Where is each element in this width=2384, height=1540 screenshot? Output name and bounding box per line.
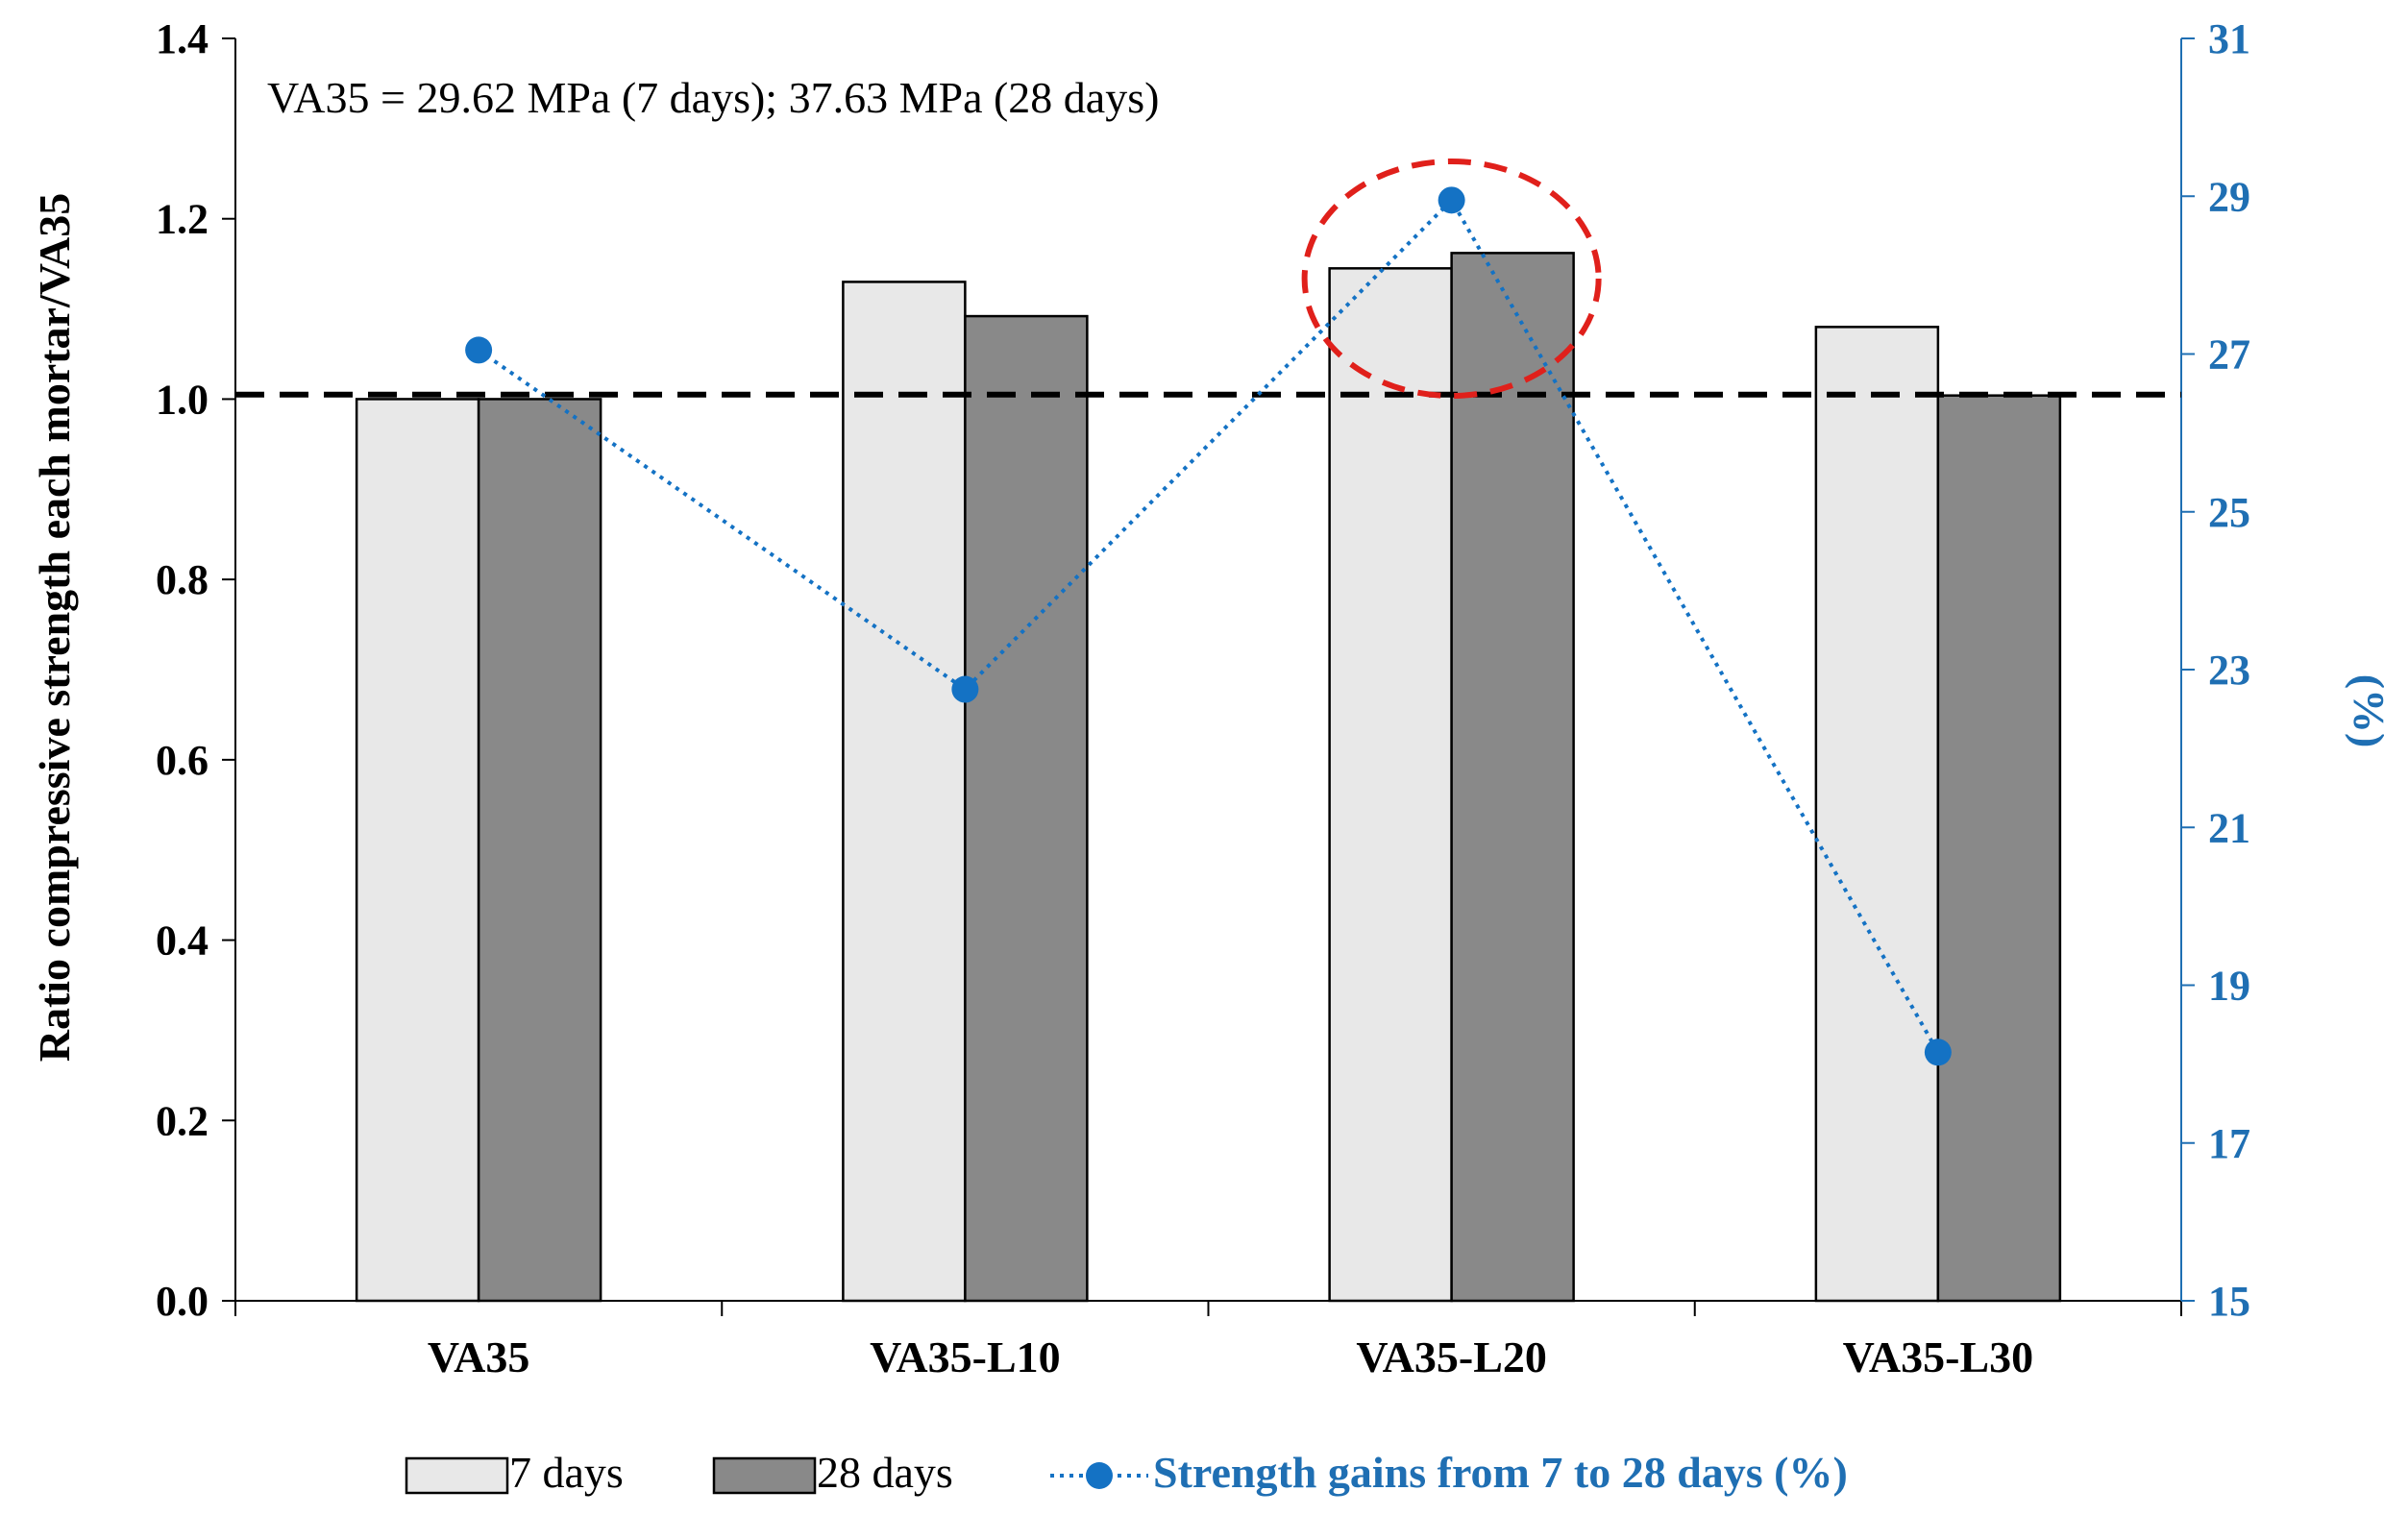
y-tick-label: 0.6 [156,737,209,784]
bar-28-days [477,398,602,1303]
y-tick-label: 0.0 [156,1278,209,1325]
y-tick-label: 0.2 [156,1097,209,1144]
legend-label-strength-gains: Strength gains from 7 to 28 days (%) [1153,1448,1848,1497]
x-tick-label: VA35-L30 [1843,1332,2034,1381]
legend-marker-strength-gains [1086,1462,1113,1489]
strength-gain-point [1438,186,1465,214]
legend: 7 days 28 days Strength gains from 7 to 28… [405,1448,1848,1497]
y2-tick-label: 21 [2208,804,2250,851]
y2-tick-label: 23 [2208,647,2250,694]
bar-7-days [355,398,480,1303]
bar-7-days [1814,326,1940,1303]
bar-7-days [1328,267,1453,1303]
bar-28-days [964,314,1089,1303]
y2-tick-label: 17 [2208,1120,2250,1167]
y-tick-label: 1.4 [156,15,209,62]
y2-axis-label: (%) [2345,674,2384,748]
bar-28-days [1936,394,2062,1303]
highlight-ellipse [1301,159,1602,399]
axes-layer: 0.0 0.2 0.4 0.6 0.8 1.0 1.2 1.4 VA35 VA35-L10 VA35… [156,15,2250,1381]
legend-swatch-28-days [712,1456,817,1495]
legend-label-7-days: 7 days [509,1448,624,1497]
bar-28-days [1450,252,1575,1303]
x-tick-label: VA35 [428,1332,530,1381]
legend-label-28-days: 28 days [817,1448,953,1497]
highlight-layer [1301,159,1602,399]
y2-tick-label: 25 [2208,489,2250,536]
strength-gain-point [1924,1039,1952,1066]
line-layer [465,186,1952,1066]
y2-tick-label: 31 [2208,15,2250,62]
bar-7-days [842,281,967,1303]
x-tick-label: VA35-L10 [870,1332,1061,1381]
x-tick-label: VA35-L20 [1356,1332,1547,1381]
strength-gain-point [465,336,493,364]
y-tick-label: 1.0 [156,376,209,423]
y2-tick-label: 29 [2208,173,2250,220]
y2-tick-label: 15 [2208,1278,2250,1325]
y2-tick-label: 19 [2208,963,2250,1010]
bars-layer [355,252,2062,1303]
legend-swatch-7-days [405,1456,509,1495]
y-tick-label: 0.8 [156,556,209,603]
strength-gain-point [951,675,979,703]
y2-tick-label: 27 [2208,331,2250,379]
y-tick-label: 0.4 [156,917,209,965]
strength-gain-line [477,197,1940,1054]
y-tick-label: 1.2 [156,196,209,243]
chart-annotation: VA35 = 29.62 MPa (7 days); 37.63 MPa (28… [267,73,1159,122]
y-axis-label: Ratio compressive strength each mortar/V… [30,193,79,1063]
